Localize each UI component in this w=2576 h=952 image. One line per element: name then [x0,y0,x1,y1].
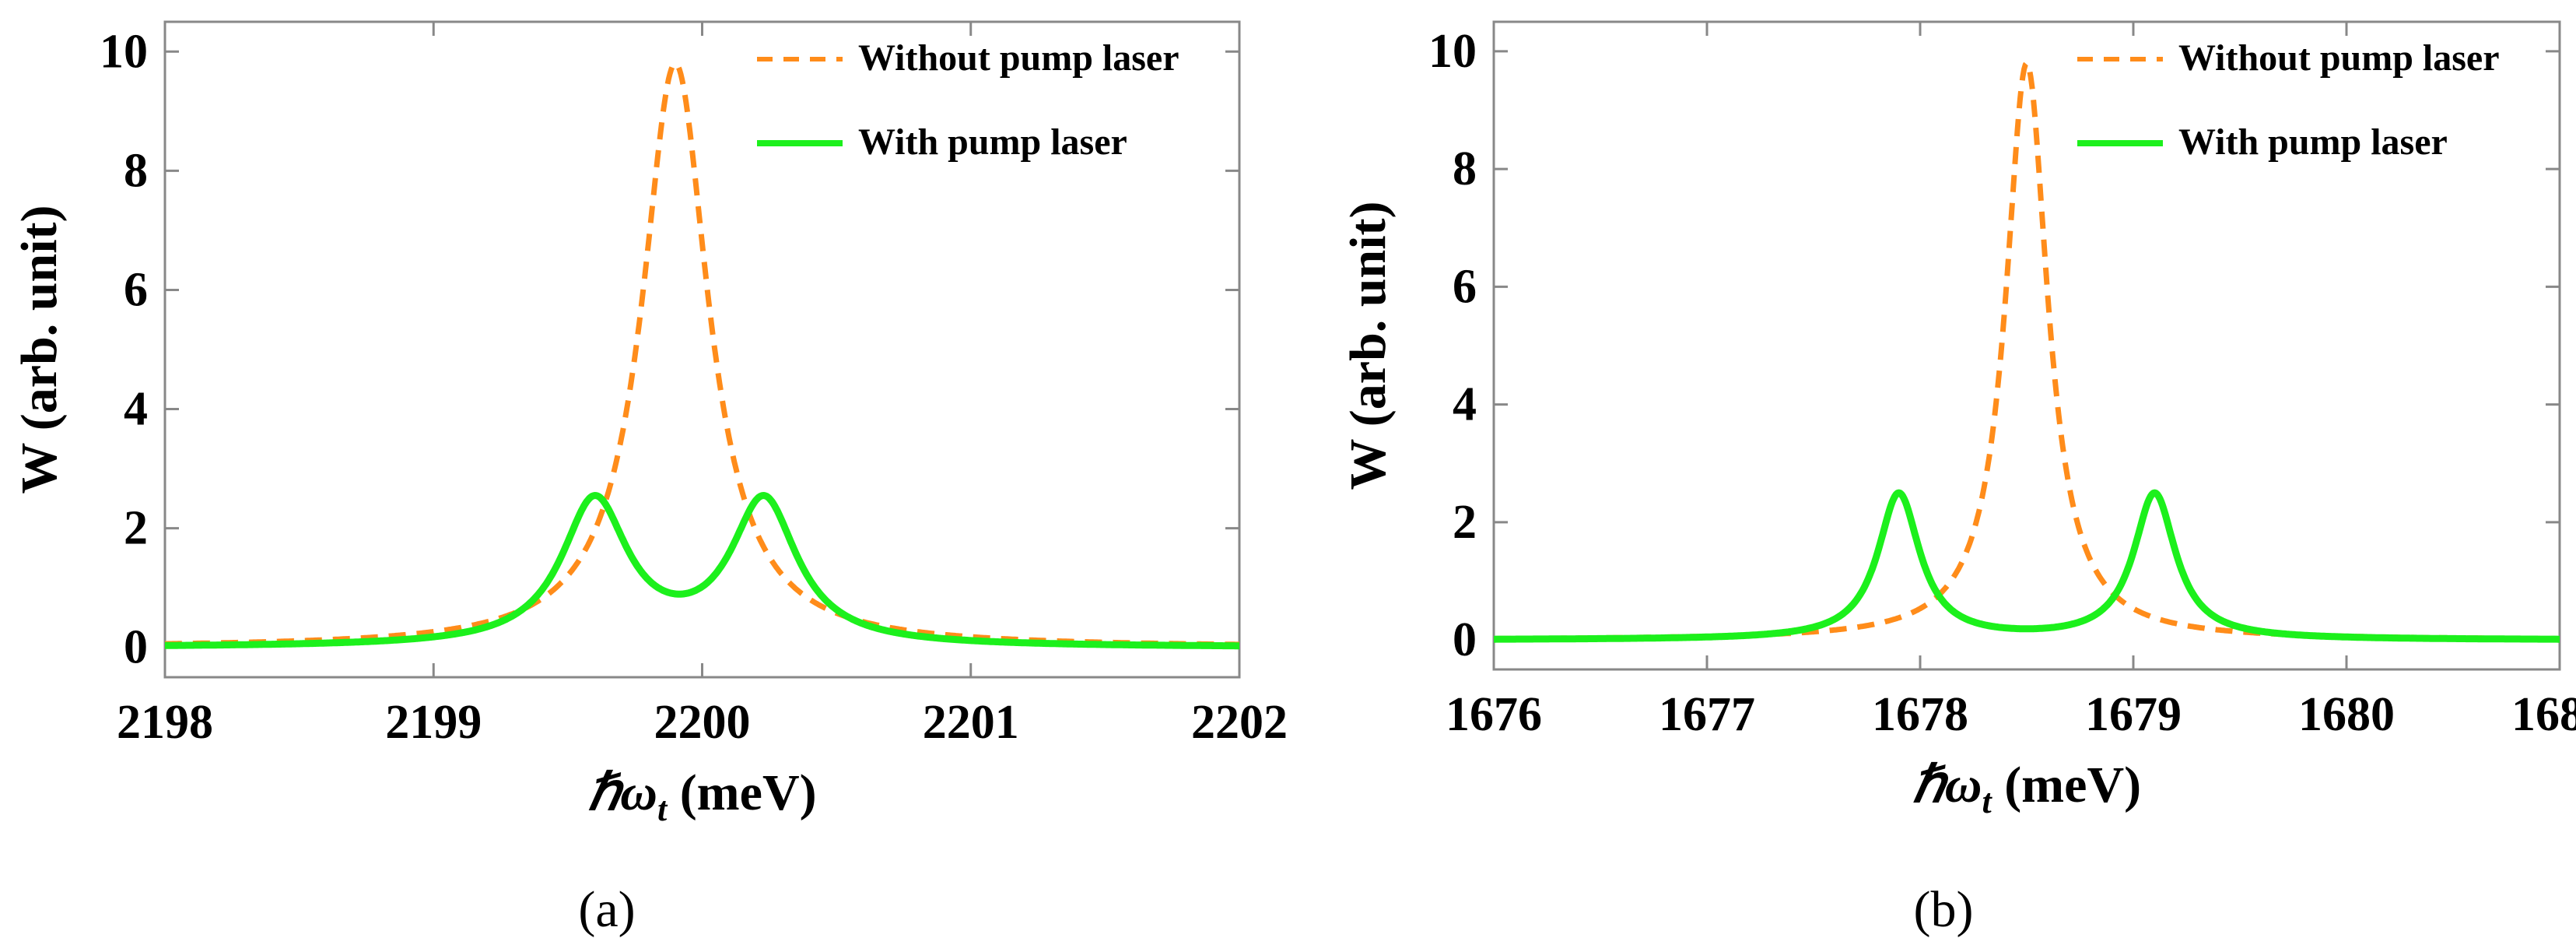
panel-caption: (a) [578,881,635,938]
chart-panel-b: 1676 1677 1678 1679 1680 1681 0 2 4 6 8 10 Without p… [1340,20,2576,938]
series-line-with-pump [1491,489,2562,643]
y-tick-label: 10 [1428,25,1477,78]
x-tick-label: 2202 [1191,696,1288,749]
y-tick-label: 6 [124,263,148,316]
x-tick-label: 1678 [1872,688,1968,741]
y-tick-label: 8 [124,144,148,197]
y-tick-label: 8 [1453,142,1477,195]
x-tick-label: 1681 [2511,688,2576,741]
y-axis-label: W (arb. unit) [1340,202,1397,490]
chart-panel-a: 2198 2199 2200 2201 2202 0 2 4 6 8 10 Without pump … [11,20,1288,938]
series-line-with-pump [163,492,1242,650]
y-tick-label: 2 [124,502,148,555]
x-axis-label: ℏωt (meV) [587,764,816,828]
legend-entry: Without pump laser [858,37,1179,79]
x-tick-label: 2198 [117,696,213,749]
y-tick-label: 4 [124,383,148,436]
y-tick-label: 4 [1453,378,1477,431]
legend-entry: With pump laser [2178,121,2448,163]
y-axis-label: W (arb. unit) [11,206,68,494]
plot-frame [163,20,1241,679]
x-tick-label: 2199 [385,696,482,749]
legend-entry: With pump laser [858,121,1127,163]
panel-caption: (b) [1914,881,1974,938]
y-tick-label: 2 [1453,496,1477,549]
x-tick-label: 1677 [1659,688,1755,741]
x-tick-label: 1680 [2298,688,2395,741]
y-tick-label: 0 [1453,613,1477,666]
x-tick-label: 1679 [2085,688,2182,741]
y-tick-label: 10 [100,25,148,78]
plot-frame [1492,20,2561,671]
x-tick-label: 2200 [654,696,751,749]
x-tick-label: 1676 [1446,688,1542,741]
y-tick-label: 6 [1453,260,1477,313]
y-tick-label: 0 [124,621,148,674]
x-tick-label: 2201 [923,696,1019,749]
legend-entry: Without pump laser [2178,37,2500,79]
x-axis-label: ℏωt (meV) [1912,757,2141,820]
